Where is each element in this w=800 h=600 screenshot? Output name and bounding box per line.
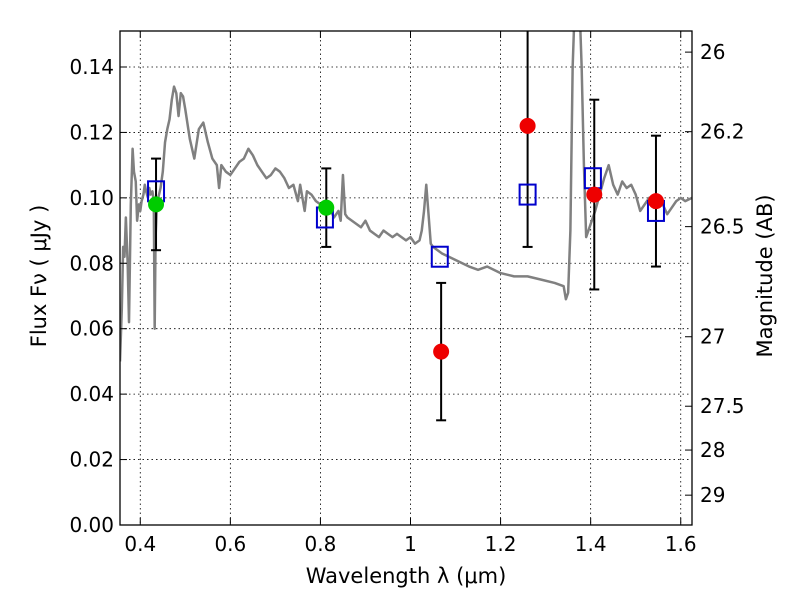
x-tick-label: 0.6 (214, 532, 246, 556)
model-band-square (518, 183, 537, 206)
y2-tick-label: 29 (700, 483, 725, 507)
y-tick-label: 0.12 (69, 120, 114, 144)
model-band-square (430, 245, 449, 268)
y2-tick-label: 26 (700, 40, 725, 64)
x-tick-label: 1.2 (485, 532, 517, 556)
observed-point (519, 117, 536, 134)
axes: 0.4 0.6 0.8 1 1.2 1.4 1.6 0.00 0.02 0.04 0.06 0.08 0… (69, 30, 745, 556)
observed-point (318, 199, 335, 216)
y2-tick-label: 26.2 (700, 120, 745, 144)
y-tick-label: 0.06 (69, 317, 114, 341)
x-tick-label: 1.4 (575, 532, 607, 556)
y-tick-label: 0.14 (69, 55, 114, 79)
plot-frame (119, 30, 693, 526)
y2-tick-label: 27.5 (700, 394, 745, 418)
observed-point (586, 186, 603, 203)
y2-axis-label: Magnitude (AB) (753, 194, 777, 357)
y-tick-label: 0.10 (69, 186, 114, 210)
y-tick-label: 0.02 (69, 448, 114, 472)
x-tick-label: 0.4 (124, 532, 156, 556)
x-tick-label: 1 (404, 532, 417, 556)
y2-tick-label: 28 (700, 438, 725, 462)
y-tick-label: 0.08 (69, 251, 114, 275)
y-axis-label: Flux Fν ( μJy ) (27, 205, 51, 348)
x-axis-label: Wavelength λ (μm) (306, 564, 507, 588)
observed-point (647, 193, 664, 210)
observed-point (148, 196, 165, 213)
y2-tick-label: 26.5 (700, 215, 745, 239)
grid-lines (120, 31, 692, 525)
y2-tick-label: 27 (700, 325, 725, 349)
plot-area (120, 31, 692, 422)
model-spectrum-line (120, 31, 692, 362)
model-band-square (583, 167, 602, 190)
y-tick-label: 0.00 (69, 513, 114, 537)
observed-point (433, 343, 450, 360)
x-tick-label: 0.8 (305, 532, 337, 556)
y-tick-label: 0.04 (69, 382, 114, 406)
x-tick-label: 1.6 (665, 532, 697, 556)
